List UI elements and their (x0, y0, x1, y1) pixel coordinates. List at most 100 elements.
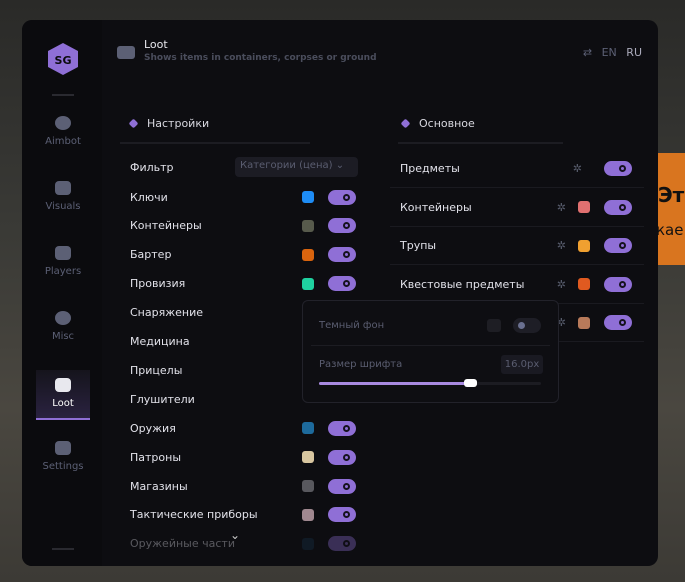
gear-icon[interactable]: ✲ (556, 239, 566, 253)
toggle[interactable] (604, 276, 632, 292)
dark-bg-toggle[interactable] (513, 318, 541, 333)
filter-value: Категории (цена) (240, 160, 333, 171)
list-icon (55, 441, 71, 455)
toggle[interactable] (604, 161, 632, 176)
item-label: Трупы (400, 239, 437, 253)
gear-icon[interactable]: ✲ (572, 162, 582, 175)
toggle[interactable] (328, 536, 356, 552)
gear-icon[interactable]: ✲ (556, 200, 566, 214)
chevron-down-icon: ⌄ (335, 160, 345, 171)
banner-text: Эт (658, 183, 685, 207)
toggle[interactable] (604, 199, 632, 215)
sidebar-item-settings[interactable]: Settings (36, 435, 90, 485)
list-item: Прицелы (130, 359, 356, 381)
toggle[interactable] (328, 247, 356, 263)
list-item: Глушители (130, 388, 356, 410)
dark-bg-color-swatch[interactable] (487, 319, 501, 332)
settings-heading: Настройки (128, 117, 210, 130)
color-swatch[interactable] (578, 316, 590, 329)
list-item: Оружейные части (130, 533, 356, 555)
slider-fill (319, 382, 470, 385)
font-size-slider[interactable] (319, 379, 541, 387)
banner-text: кае (658, 221, 684, 239)
gear-icon[interactable]: ✲ (556, 316, 566, 330)
item-label: Предметы (400, 162, 460, 175)
background-banner: Эт кае (658, 153, 685, 265)
item-label: Магазины (130, 479, 188, 493)
sidebar-item-misc[interactable]: Misc (36, 305, 90, 355)
logo-icon: SG (48, 43, 78, 75)
item-label: Бартер (130, 248, 172, 262)
sidebar-item-label: Settings (42, 461, 84, 472)
color-swatch[interactable] (578, 278, 590, 291)
sidebar-item-label: Loot (52, 398, 74, 409)
sidebar-item-visuals[interactable]: Visuals (36, 175, 90, 225)
toggle[interactable] (328, 507, 356, 523)
settings-title: Настройки (147, 117, 210, 130)
list-item: Тактические приборы (130, 504, 356, 526)
list-item: Патроны (130, 446, 356, 468)
color-swatch[interactable] (302, 422, 314, 435)
list-item: Квестовые предметы ✲ (390, 266, 644, 304)
sidebar: SG Aimbot Visuals Players Misc Loot Settings (22, 20, 102, 566)
list-item: Бартер (130, 244, 356, 266)
divider (52, 548, 74, 550)
toggle[interactable] (328, 478, 356, 494)
users-icon (55, 246, 71, 260)
item-label: Медицина (130, 335, 190, 348)
sidebar-item-label: Visuals (45, 201, 81, 212)
toggle[interactable] (604, 315, 632, 331)
divider (398, 142, 563, 144)
item-label: Квестовые предметы (400, 277, 525, 291)
slider-handle[interactable] (463, 379, 477, 387)
diamond-icon (400, 118, 411, 129)
vr-headset-icon (55, 181, 71, 195)
list-item: Магазины (130, 475, 356, 497)
list-item: Снаряжение (130, 302, 356, 324)
more-icon (55, 311, 71, 325)
scroll-down-chevron-icon[interactable]: ⌄ (230, 528, 241, 542)
list-item: Предметы ✲ (390, 150, 644, 188)
toggle[interactable] (604, 238, 632, 254)
color-swatch[interactable] (302, 537, 314, 550)
color-swatch[interactable] (578, 201, 590, 214)
toggle[interactable] (328, 449, 356, 465)
item-label: Прицелы (130, 363, 183, 377)
toggle[interactable] (328, 276, 356, 292)
item-label: Глушители (130, 392, 195, 406)
lang-ru[interactable]: RU (626, 46, 642, 59)
list-item: Оружия (130, 417, 356, 439)
filter-select[interactable]: Категории (цена) ⌄ (235, 157, 358, 177)
item-label: Контейнеры (130, 219, 202, 233)
toggle[interactable] (328, 420, 356, 436)
briefcase-icon (55, 378, 71, 392)
list-item: Ключи (130, 186, 356, 208)
color-swatch[interactable] (302, 480, 314, 492)
toggle[interactable] (328, 218, 356, 234)
page-subtitle: Shows items in containers, corpses or gr… (144, 53, 377, 63)
color-swatch[interactable] (578, 239, 590, 252)
sidebar-item-aimbot[interactable]: Aimbot (36, 110, 90, 160)
font-size-value[interactable]: 16.0px (501, 355, 543, 374)
sidebar-item-loot[interactable]: Loot (36, 370, 90, 420)
color-swatch[interactable] (302, 219, 314, 232)
color-swatch[interactable] (302, 508, 314, 521)
color-swatch[interactable] (302, 451, 314, 464)
translate-icon: ⇄ (582, 46, 593, 59)
color-swatch[interactable] (302, 248, 314, 261)
settings-popup: Темный фон Размер шрифта 16.0px (302, 300, 559, 403)
lang-en[interactable]: EN (601, 46, 617, 59)
color-swatch[interactable] (302, 277, 314, 290)
gear-icon[interactable]: ✲ (556, 277, 566, 291)
divider (120, 142, 310, 144)
sidebar-item-label: Aimbot (45, 136, 81, 147)
filter-row: Фильтр (130, 156, 360, 178)
font-size-label: Размер шрифта (319, 359, 403, 370)
main-heading: Основное (400, 117, 475, 130)
sidebar-item-label: Misc (51, 331, 75, 342)
list-item: Провизия (130, 273, 356, 295)
color-swatch[interactable] (302, 191, 314, 203)
svg-text:SG: SG (55, 54, 72, 67)
toggle[interactable] (328, 189, 356, 205)
sidebar-item-players[interactable]: Players (36, 240, 90, 290)
